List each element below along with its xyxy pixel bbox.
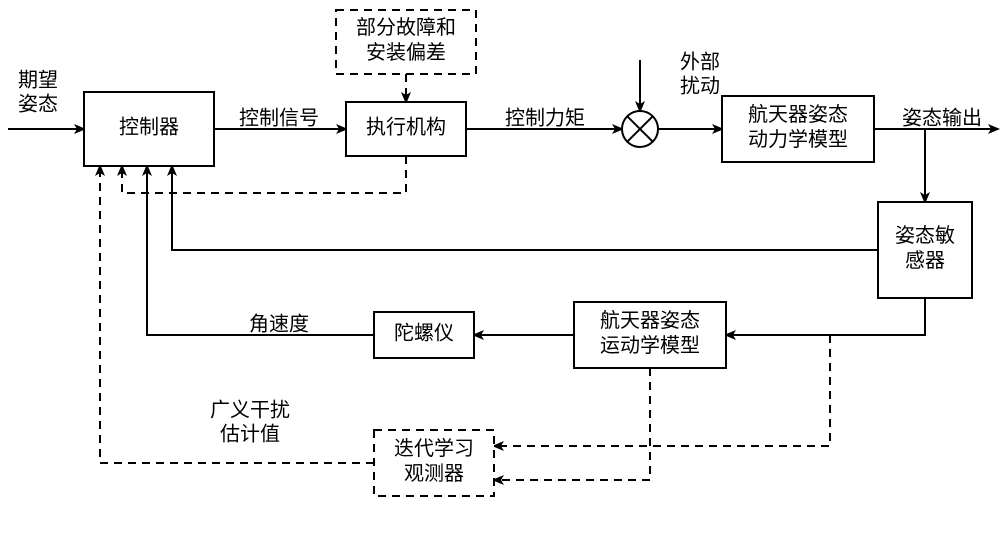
svg-text:航天器姿态: 航天器姿态 (600, 309, 700, 332)
svg-text:航天器姿态: 航天器姿态 (748, 103, 848, 126)
svg-text:姿态: 姿态 (18, 93, 58, 116)
svg-text:估计值: 估计值 (220, 423, 280, 446)
label-l_angvel: 角速度 (249, 313, 309, 336)
svg-text:外部: 外部 (680, 51, 720, 74)
svg-text:感器: 感器 (905, 249, 945, 272)
svg-text:运动学模型: 运动学模型 (600, 334, 700, 357)
node-kinematics: 航天器姿态运动学模型 (574, 302, 726, 368)
svg-text:观测器: 观测器 (404, 462, 464, 485)
edge-e_sensor_ctrl (172, 166, 878, 250)
svg-text:控制器: 控制器 (119, 116, 179, 139)
svg-text:姿态敏: 姿态敏 (895, 224, 955, 247)
label-l_disturb: 外部扰动 (680, 51, 720, 98)
node-observer: 迭代学习观测器 (374, 430, 494, 496)
node-controller: 控制器 (84, 92, 214, 166)
svg-text:期望: 期望 (18, 69, 58, 92)
svg-text:迭代学习: 迭代学习 (394, 437, 474, 460)
edge-e_sensor_kin (726, 298, 925, 335)
node-sensor: 姿态敏感器 (878, 202, 972, 298)
svg-text:动力学模型: 动力学模型 (748, 128, 848, 151)
svg-text:姿态输出: 姿态输出 (902, 107, 982, 130)
svg-text:控制力矩: 控制力矩 (505, 107, 585, 130)
node-actuator: 执行机构 (346, 102, 466, 156)
label-l_ctrlsig: 控制信号 (239, 107, 319, 130)
svg-text:部分故障和: 部分故障和 (356, 16, 456, 39)
block-diagram: 控制器执行机构部分故障和安装偏差航天器姿态动力学模型姿态敏感器航天器姿态运动学模… (0, 0, 1000, 558)
svg-text:执行机构: 执行机构 (366, 116, 446, 139)
label-l_torque: 控制力矩 (505, 107, 585, 130)
node-dynamics: 航天器姿态动力学模型 (722, 96, 874, 162)
svg-text:广义干扰: 广义干扰 (210, 399, 290, 422)
svg-text:扰动: 扰动 (680, 75, 720, 98)
svg-text:控制信号: 控制信号 (239, 107, 319, 130)
label-l_output: 姿态输出 (902, 107, 982, 130)
svg-text:陀螺仪: 陀螺仪 (394, 322, 454, 345)
svg-text:安装偏差: 安装偏差 (366, 41, 446, 64)
label-l_estval: 广义干扰估计值 (210, 399, 290, 446)
label-l_desired: 期望姿态 (18, 69, 58, 116)
svg-text:角速度: 角速度 (249, 313, 309, 336)
sum-junction (622, 111, 658, 147)
node-fault: 部分故障和安装偏差 (336, 10, 476, 74)
node-gyro: 陀螺仪 (374, 312, 474, 358)
edge-e_kin_obs (494, 368, 650, 480)
